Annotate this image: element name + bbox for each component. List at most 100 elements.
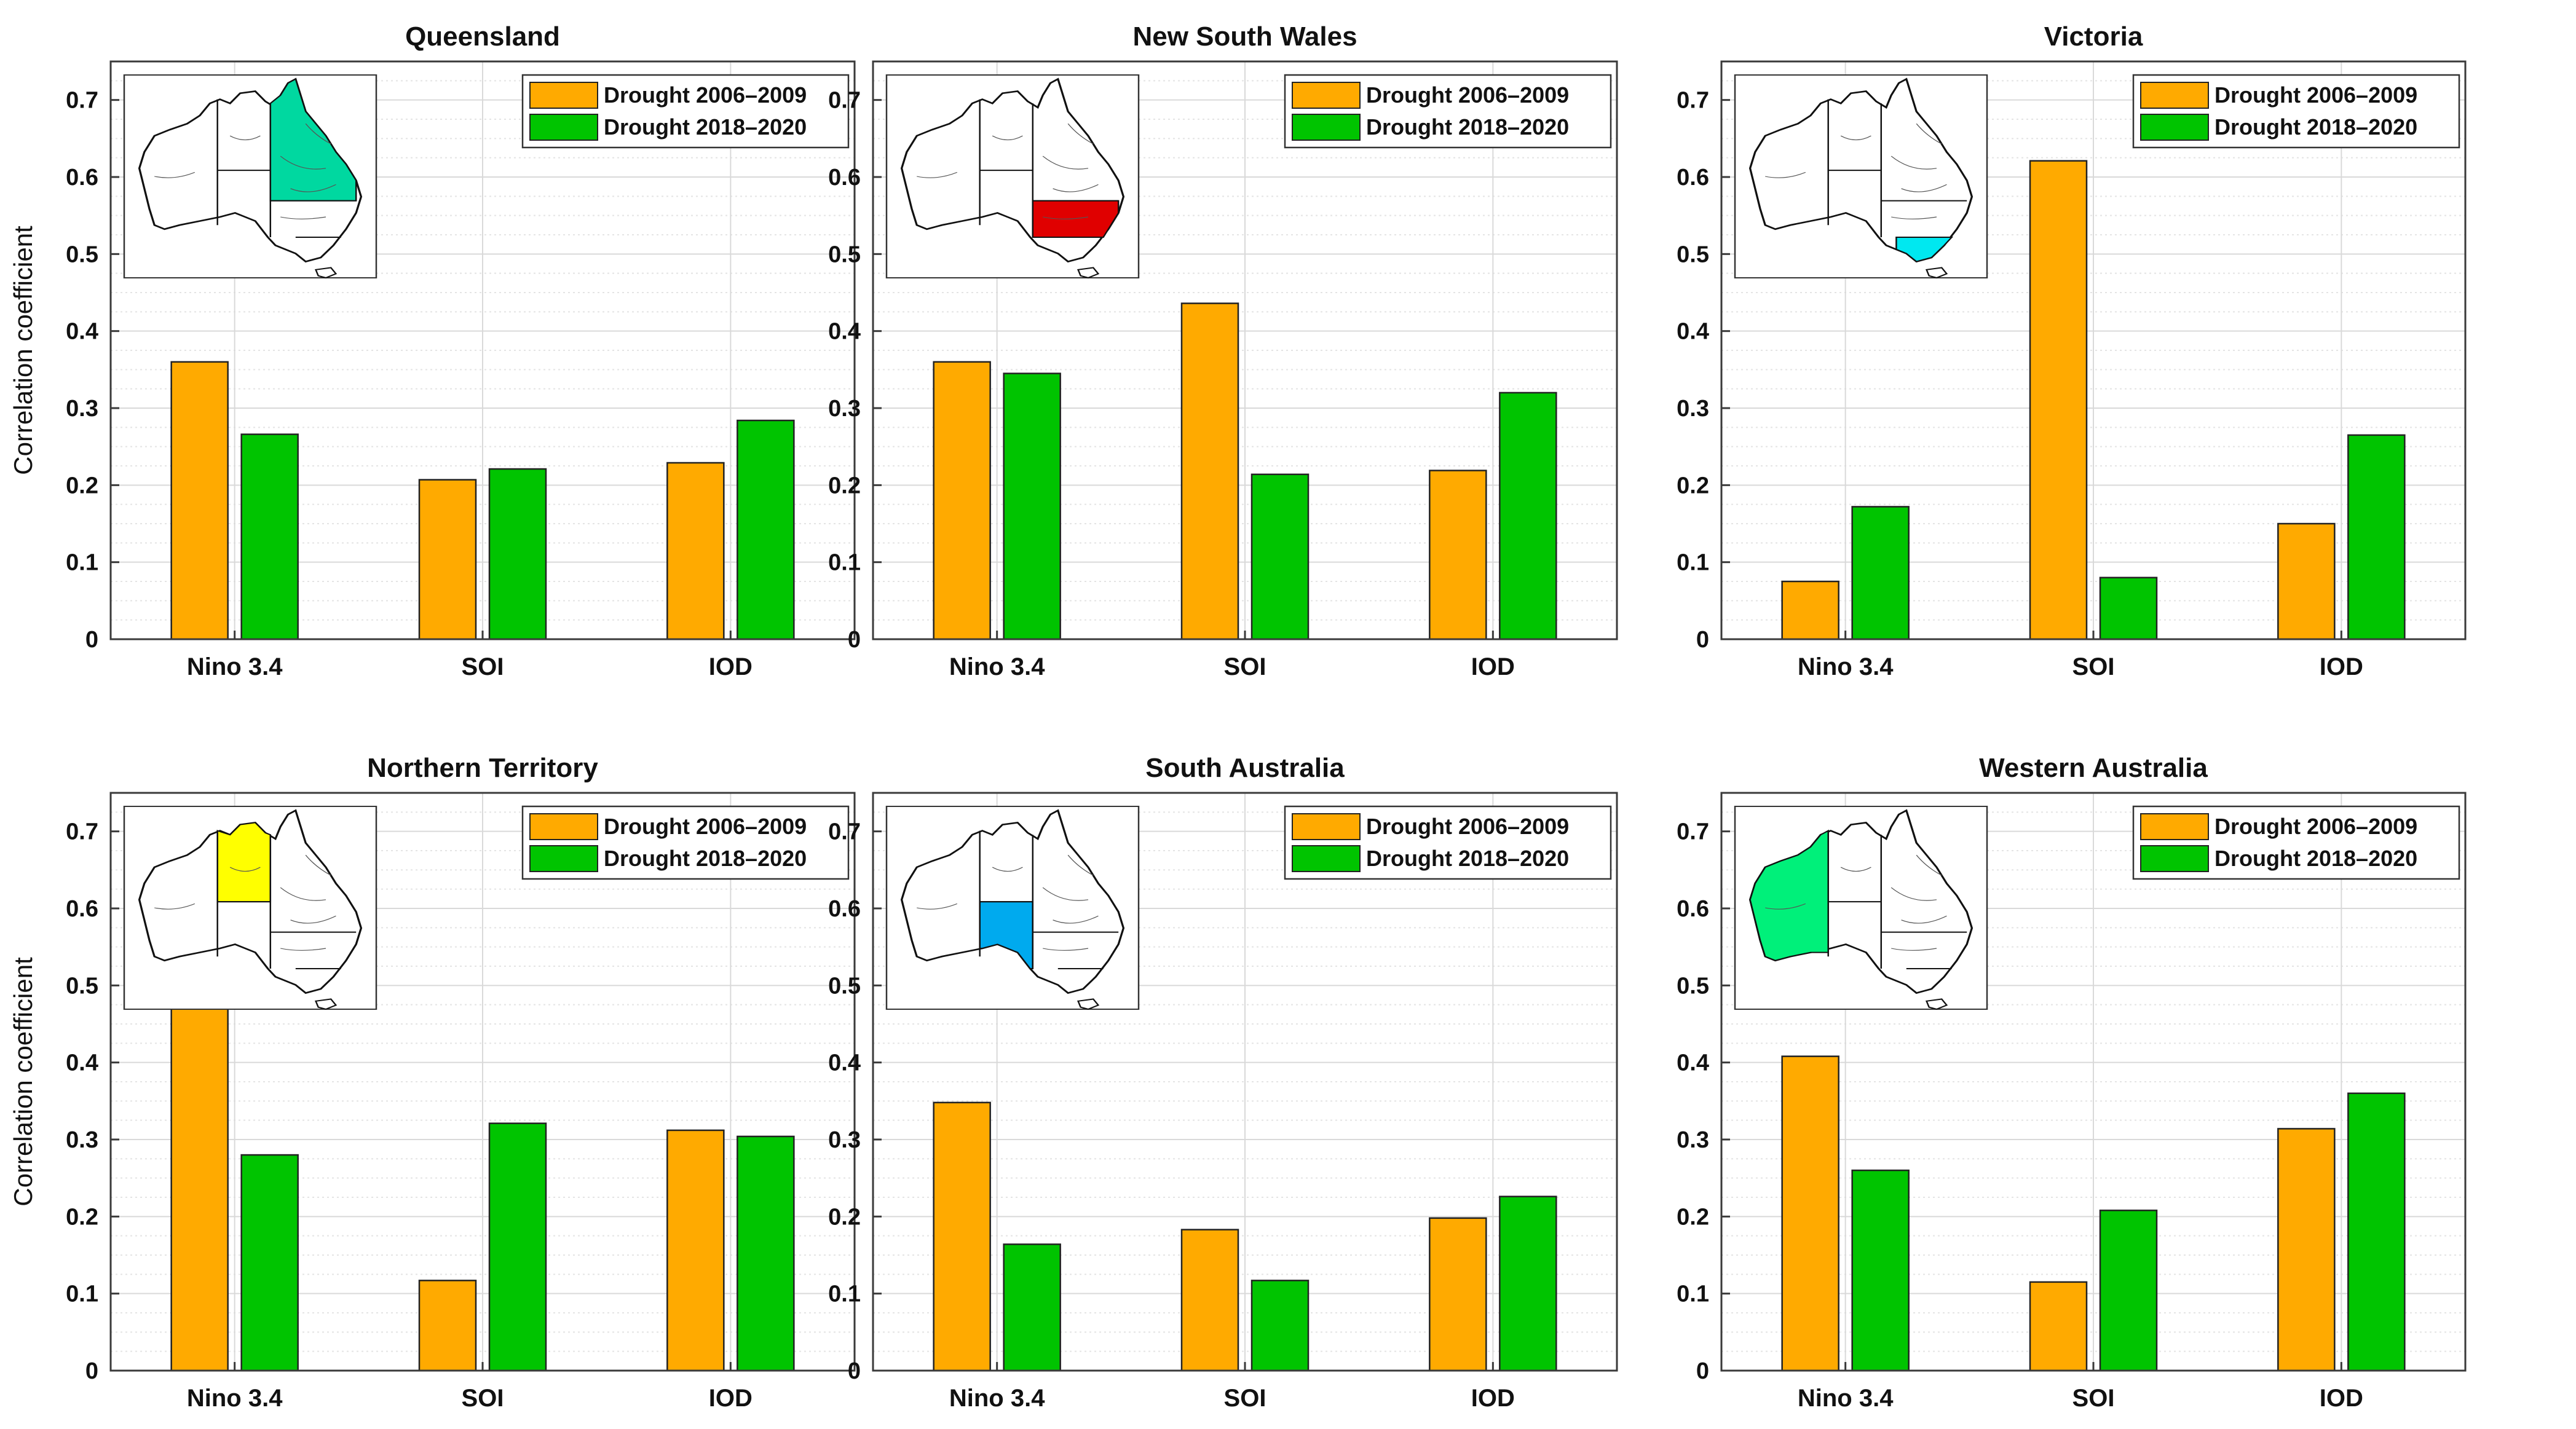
panel-title: Victoria [2044, 22, 2143, 52]
bar-2018-2020-nino-3-4 [1851, 1169, 1910, 1372]
y-tick-label: 0.4 [66, 1050, 98, 1076]
river-line [305, 854, 331, 876]
river-line [1043, 948, 1089, 951]
y-tick-label: 0.1 [1677, 550, 1709, 576]
panel-3: 0 0.1 0.2 0.3 0.4 0.5 0.6 0.7 Nino 3.4 SOI IOD Nort… [9, 753, 856, 1412]
inset-map [123, 74, 377, 279]
y-tick-label: 0.7 [828, 88, 861, 114]
bar-2018-2020-nino-3-4 [240, 433, 299, 640]
bar-2006-2009-soi [418, 479, 477, 640]
river-line [154, 903, 196, 910]
bar-2018-2020-soi [488, 1122, 547, 1372]
legend-swatch [1292, 114, 1361, 141]
bar-2018-2020-iod [737, 1135, 795, 1372]
x-tick-label: IOD [709, 653, 753, 680]
legend-swatch [529, 845, 598, 872]
y-tick-label: 0.7 [1677, 88, 1709, 114]
bar-2006-2009-iod [2277, 522, 2336, 640]
legend: Drought 2006–2009 Drought 2018–2020 [1284, 805, 1612, 880]
y-tick-label: 0.3 [66, 1127, 98, 1153]
legend-swatch [529, 813, 598, 840]
inset-map [1734, 74, 1988, 279]
legend-swatch [2140, 845, 2209, 872]
river-line [1891, 155, 1937, 170]
bar-2006-2009-iod [1429, 470, 1487, 640]
river-line [1840, 867, 1871, 872]
bar-2006-2009-nino-3-4 [933, 361, 991, 640]
y-ticks: 0 0.1 0.2 0.3 0.4 0.5 0.6 0.7 [828, 819, 882, 1384]
y-tick-label: 0.7 [66, 88, 98, 114]
y-tick-label: 0.2 [66, 1204, 98, 1230]
legend: Drought 2006–2009 Drought 2018–2020 [1284, 74, 1612, 149]
y-tick-label: 0.6 [828, 165, 861, 191]
legend-label: Drought 2018–2020 [604, 114, 807, 140]
x-tick-label: SOI [1224, 653, 1266, 680]
panel-title: Northern Territory [367, 753, 598, 783]
x-ticks: Nino 3.4 SOI IOD [187, 1362, 753, 1412]
river-line [1901, 915, 1947, 924]
y-tick-label: 0.5 [828, 973, 861, 999]
bar-2006-2009-nino-3-4 [170, 976, 229, 1372]
y-tick-label: 0.4 [66, 319, 98, 345]
legend-label: Drought 2006–2009 [1366, 814, 1569, 839]
bar-2006-2009-nino-3-4 [1781, 1055, 1839, 1372]
bar-2006-2009-nino-3-4 [170, 361, 229, 640]
river-line [1043, 216, 1089, 219]
y-tick-label: 0.2 [1677, 1204, 1709, 1230]
river-line [280, 216, 326, 219]
river-line [992, 135, 1023, 141]
state-boundaries [979, 830, 1119, 969]
x-tick-label: SOI [1224, 1385, 1266, 1412]
rivers [1765, 854, 1947, 951]
river-line [1053, 915, 1099, 924]
y-tick-label: 0.2 [828, 473, 861, 498]
bar-2018-2020-soi [1250, 1280, 1310, 1372]
bar-2018-2020-soi [2099, 577, 2158, 640]
y-tick-label: 0 [1696, 627, 1709, 653]
highlighted-state [269, 77, 357, 202]
river-line [1916, 123, 1942, 144]
y-tick-label: 0.5 [66, 973, 98, 999]
y-tick-label: 0.3 [828, 396, 861, 422]
legend: Drought 2006–2009 Drought 2018–2020 [521, 74, 850, 149]
bar-2018-2020-iod [2347, 1092, 2406, 1372]
legend: Drought 2006–2009 Drought 2018–2020 [521, 805, 850, 880]
y-tick-label: 0.5 [1677, 242, 1709, 267]
y-tick-label: 0.4 [828, 319, 861, 345]
y-tick-label: 0.1 [1677, 1281, 1709, 1307]
x-tick-label: Nino 3.4 [1798, 653, 1894, 680]
x-tick-label: IOD [709, 1385, 753, 1412]
bars [933, 302, 1557, 640]
x-tick-label: SOI [462, 1385, 504, 1412]
panel-1: 0 0.1 0.2 0.3 0.4 0.5 0.6 0.7 Nino 3.4 SOI IOD New … [828, 22, 1618, 680]
legend-swatch [1292, 813, 1361, 840]
river-line [917, 171, 958, 178]
y-ticks: 0 0.1 0.2 0.3 0.4 0.5 0.6 0.7 [1677, 88, 1730, 653]
inset-map [885, 74, 1140, 279]
bar-2018-2020-nino-3-4 [1851, 506, 1910, 640]
tasmania-outline [1925, 267, 1948, 279]
legend-swatch [2140, 82, 2209, 109]
rivers [1765, 123, 1947, 219]
river-line [1891, 216, 1937, 219]
bar-2018-2020-soi [2099, 1210, 2158, 1372]
river-line [280, 155, 326, 170]
river-line [229, 867, 261, 872]
y-tick-label: 0.5 [1677, 973, 1709, 999]
y-tick-label: 0.3 [828, 1127, 861, 1153]
bar-2006-2009-iod [666, 1129, 725, 1372]
y-tick-label: 0.2 [828, 1204, 861, 1230]
y-tick-label: 0.1 [66, 1281, 98, 1307]
legend-swatch [1292, 845, 1361, 872]
x-tick-label: Nino 3.4 [949, 653, 1045, 680]
y-tick-label: 0 [85, 627, 98, 653]
highlighted-state [216, 822, 272, 903]
highlighted-state [1895, 237, 1954, 262]
bar-2018-2020-iod [1499, 1195, 1557, 1372]
y-tick-label: 0.3 [1677, 1127, 1709, 1153]
bar-2006-2009-soi [2029, 1281, 2088, 1372]
panel-5: 0 0.1 0.2 0.3 0.4 0.5 0.6 0.7 Nino 3.4 SOI IOD West… [1677, 753, 2467, 1412]
legend-swatch [529, 82, 598, 109]
y-tick-label: 0.2 [1677, 473, 1709, 498]
